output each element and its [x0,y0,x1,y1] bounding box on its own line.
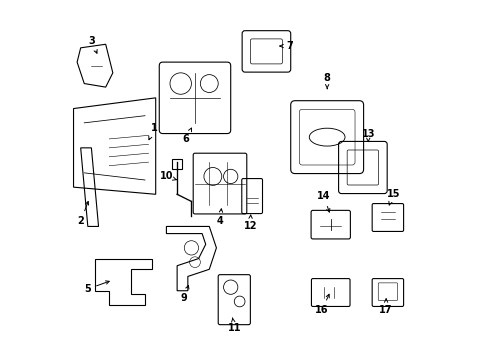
Text: 14: 14 [317,191,330,212]
Text: 6: 6 [183,128,192,144]
Text: 1: 1 [149,123,157,140]
Text: 9: 9 [181,285,189,303]
Text: 2: 2 [77,202,89,226]
Text: 17: 17 [379,299,393,315]
Text: 7: 7 [280,41,293,51]
Text: 11: 11 [227,318,241,333]
Text: 4: 4 [217,209,223,226]
Bar [172,158,182,169]
Text: 16: 16 [315,294,329,315]
Text: 13: 13 [362,129,375,141]
Text: 15: 15 [387,189,400,205]
Text: 10: 10 [160,171,176,181]
Text: 3: 3 [88,36,97,53]
Text: 8: 8 [324,73,331,89]
Text: 12: 12 [244,215,257,231]
Text: 5: 5 [84,281,109,294]
